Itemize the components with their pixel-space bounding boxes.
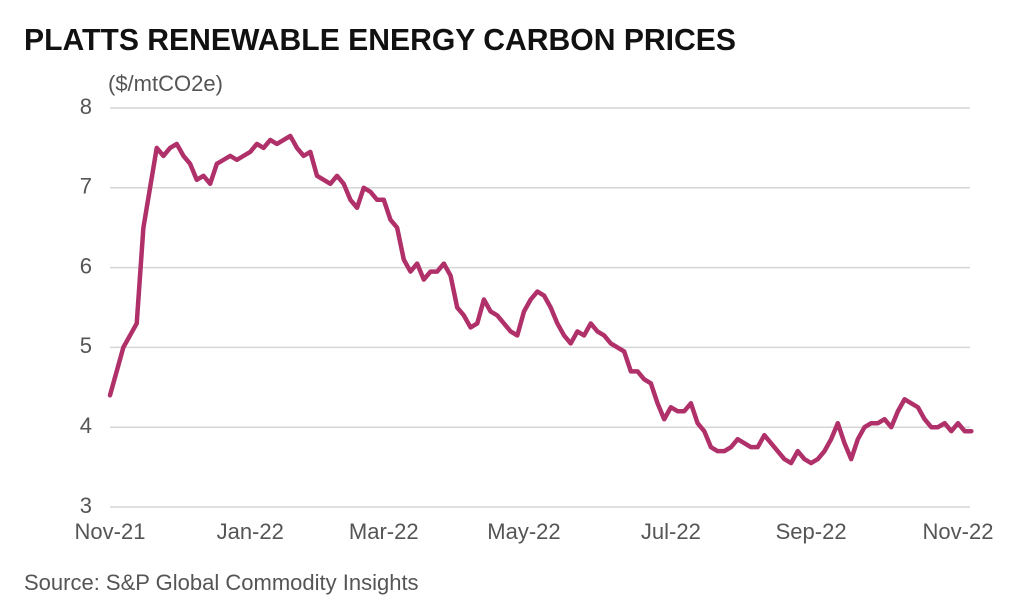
x-tick-label: Nov-21 [75,519,146,544]
x-tick-label: Nov-22 [923,519,994,544]
x-tick-label: Mar-22 [349,519,419,544]
y-tick-label: 8 [80,94,92,119]
x-tick-label: Jan-22 [217,519,284,544]
y-tick-label: 3 [80,493,92,518]
x-tick-label: May-22 [487,519,560,544]
source: Source: S&P Global Commodity Insights [24,570,419,595]
y-tick-label: 5 [80,333,92,358]
y-tick-label: 6 [80,253,92,278]
y-axis-label: ($/mtCO2e) [108,71,223,96]
data-line [107,133,974,466]
x-tick-label: Jul-22 [641,519,701,544]
x-tick-label: Sep-22 [776,519,847,544]
y-tick-label: 7 [80,174,92,199]
chart-title: PLATTS RENEWABLE ENERGY CARBON PRICES [24,22,736,57]
y-tick-label: 4 [80,413,92,438]
